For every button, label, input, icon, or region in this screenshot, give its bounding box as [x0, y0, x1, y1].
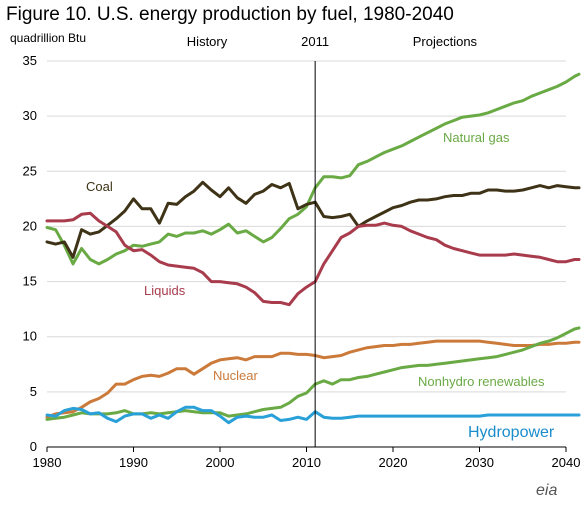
series-label-liquids: Liquids [144, 283, 186, 298]
y-axis-ticks: 0 5 10 15 20 25 30 35 [23, 53, 37, 454]
eia-logo: eia [536, 482, 558, 499]
x-tick-label: 2020 [379, 455, 408, 470]
series-labels: Natural gas Coal Liquids Nuclear Nonhydro re… [86, 130, 555, 441]
y-tick-label: 25 [23, 163, 37, 178]
x-axis-ticks: 1980 1990 2000 2010 2020 2030 2040 [33, 447, 581, 470]
series-label-nuclear: Nuclear [213, 368, 258, 383]
y-tick-label: 0 [30, 439, 37, 454]
history-label: History [187, 34, 228, 49]
y-tick-label: 15 [23, 274, 37, 289]
y-tick-label: 30 [23, 108, 37, 123]
x-tick-label: 2000 [206, 455, 235, 470]
series-label-coal: Coal [86, 179, 113, 194]
projections-label: Projections [413, 34, 478, 49]
series-lines [45, 72, 581, 425]
y-axis-unit: quadrillion Btu [10, 31, 87, 45]
series-label-hydropower: Hydropower [468, 424, 555, 441]
x-tick-label: 1980 [33, 455, 62, 470]
x-tick-label: 2010 [292, 455, 321, 470]
x-tick-label: 2040 [552, 455, 581, 470]
y-tick-label: 5 [30, 384, 37, 399]
divider-year-label: 2011 [301, 34, 329, 49]
series-line-natural_gas [45, 72, 581, 266]
series-label-natural_gas: Natural gas [443, 130, 510, 145]
x-tick-label: 1990 [119, 455, 148, 470]
y-tick-label: 35 [23, 53, 37, 68]
series-label-nonhydro: Nonhydro renewables [418, 374, 545, 389]
y-tick-label: 20 [23, 218, 37, 233]
chart-title: Figure 10. U.S. energy production by fue… [6, 4, 454, 25]
x-tick-label: 2030 [465, 455, 494, 470]
y-tick-label: 10 [23, 329, 37, 344]
series-line-hydropower [45, 405, 581, 425]
